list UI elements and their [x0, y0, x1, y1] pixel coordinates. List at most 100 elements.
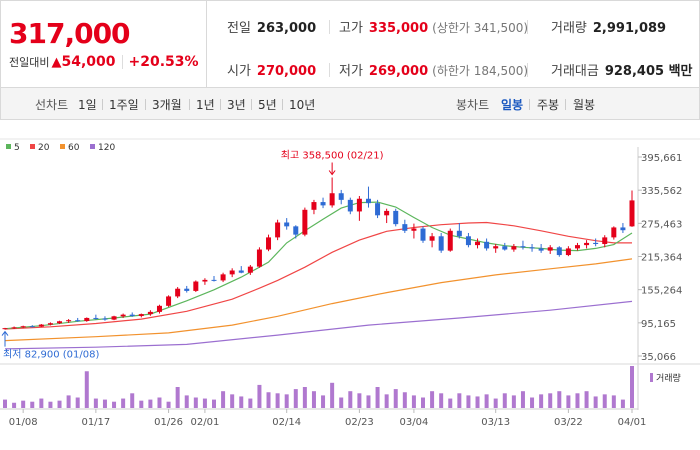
- divider: [251, 99, 252, 110]
- x-tick-label: 02/14: [272, 417, 301, 428]
- volume-bar: [84, 371, 89, 408]
- legend-swatch-5: [6, 144, 11, 149]
- candle-body: [475, 241, 481, 246]
- high-price: 고가 335,000 (상한가 341,500): [339, 17, 528, 36]
- volume-bar: [75, 397, 80, 408]
- moving-average-lines: [4, 201, 633, 350]
- candle-body: [11, 327, 17, 329]
- candlestick-chart[interactable]: 5 20 60 120 최고 358,500 (02/21) 최저 82,900 (01…: [0, 120, 700, 450]
- candle-body: [275, 222, 281, 238]
- candle-body: [38, 324, 44, 327]
- volume-bar: [602, 394, 607, 408]
- chart-annotations: 최고 358,500 (02/21) 최저 82,900 (01/08): [1, 150, 384, 361]
- candle-body: [193, 281, 199, 291]
- ma5-line: [4, 201, 633, 330]
- candle-body: [620, 227, 626, 231]
- open-price: 시가 270,000: [227, 60, 316, 79]
- volume-bar: [321, 395, 326, 408]
- daily-candle-button[interactable]: 일봉: [501, 98, 524, 112]
- candle-body: [629, 200, 635, 227]
- period-3y-button[interactable]: 3년: [227, 98, 246, 112]
- candle-body: [529, 247, 535, 249]
- candle-body: [238, 270, 244, 273]
- change-value: 54,000: [61, 54, 116, 70]
- high-arrow-icon: [328, 170, 336, 176]
- candle-body: [356, 198, 362, 212]
- monthly-candle-button[interactable]: 월봉: [573, 98, 596, 112]
- candle-body: [484, 241, 490, 249]
- candle-body: [338, 193, 344, 200]
- period-3m-button[interactable]: 3개월: [152, 98, 182, 112]
- volume-bar: [339, 397, 344, 408]
- volume-bar: [584, 391, 589, 408]
- volume-bar: [248, 398, 253, 408]
- volume-bar: [293, 389, 298, 408]
- divider: [102, 99, 103, 110]
- weekly-candle-button[interactable]: 주봉: [537, 98, 560, 112]
- low-label: 저가: [339, 64, 363, 79]
- volume-label: 거래량: [551, 21, 587, 36]
- candle-body: [229, 270, 235, 275]
- volume-bar: [284, 394, 289, 408]
- candle-body: [284, 222, 290, 227]
- candle-body: [129, 314, 135, 317]
- volume-bar: [66, 395, 71, 408]
- candle-body: [402, 224, 408, 231]
- volume-bar: [366, 395, 371, 408]
- candle-body: [247, 266, 253, 273]
- volume-bar: [166, 401, 171, 408]
- volume-bar: [375, 387, 380, 408]
- candle-body: [84, 317, 90, 321]
- volume-bar: [39, 398, 44, 408]
- divider: [121, 55, 123, 69]
- divider: [189, 99, 190, 110]
- candle-body: [111, 316, 117, 320]
- volume-bar: [230, 394, 235, 408]
- candle-body: [266, 237, 272, 250]
- candle-body: [375, 203, 381, 216]
- candle-body: [156, 305, 162, 312]
- period-1w-button[interactable]: 1주일: [109, 98, 139, 112]
- candle-body: [102, 318, 108, 320]
- y-tick-label: 275,463: [641, 219, 682, 230]
- divider: [220, 99, 221, 110]
- high-label: 고가: [339, 21, 363, 36]
- volume-bar: [493, 398, 498, 408]
- stock-chart[interactable]: 5 20 60 120 최고 358,500 (02/21) 최저 82,900 (01…: [0, 120, 700, 450]
- candle-body: [320, 202, 326, 206]
- period-1d-button[interactable]: 1일: [78, 98, 97, 112]
- y-tick-label: 335,562: [641, 186, 682, 197]
- volume-bar: [411, 395, 416, 408]
- volume-bar: [593, 396, 598, 408]
- ma120-line: [4, 300, 633, 350]
- volume-bar: [212, 399, 216, 408]
- candle-body: [602, 237, 608, 245]
- candle-body: [166, 296, 172, 306]
- open-label: 시가: [227, 64, 251, 79]
- y-tick-label: 95,165: [641, 319, 676, 330]
- volume-bar: [21, 400, 26, 408]
- period-1y-button[interactable]: 1년: [196, 98, 215, 112]
- volume-bar: [175, 387, 180, 408]
- candle-body: [211, 279, 217, 281]
- volume-bar: [184, 395, 189, 408]
- period-5y-button[interactable]: 5년: [258, 98, 277, 112]
- volume-bar: [148, 399, 153, 408]
- volume-bar: [575, 393, 580, 408]
- volume-bar: [130, 393, 135, 408]
- volume-bar: [93, 398, 98, 408]
- y-tick-label: 215,364: [641, 253, 682, 264]
- candle-body: [584, 242, 590, 246]
- candle-body: [556, 247, 562, 256]
- period-10y-button[interactable]: 10년: [289, 98, 316, 112]
- candle-body: [293, 226, 299, 235]
- y-tick-label: 35,066: [641, 352, 676, 363]
- volume-bar: [330, 382, 335, 408]
- divider: [145, 99, 146, 110]
- legend-label-20: 20: [38, 143, 50, 153]
- low-arrow-icon: [1, 330, 9, 336]
- volume-bar: [611, 395, 616, 408]
- quote-panel: 317,000 전일대비 ▲54,000 +20.53% 전일 263,000 고가 3…: [0, 0, 700, 88]
- volume-bar: [548, 393, 553, 408]
- candle-body: [465, 236, 471, 246]
